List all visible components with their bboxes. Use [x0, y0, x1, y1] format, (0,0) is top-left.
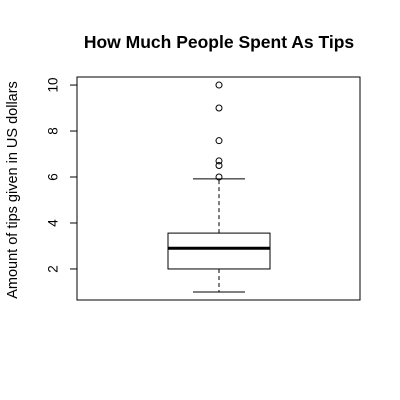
y-tick-label-4: 4	[46, 219, 61, 227]
outlier-point	[215, 162, 223, 170]
outlier-points	[215, 81, 223, 181]
outlier-point	[215, 173, 223, 181]
y-axis-label: Amount of tips given in US dollars	[5, 81, 21, 299]
iqr-box	[167, 232, 271, 270]
y-tick-label-10: 10	[46, 78, 61, 93]
outlier-point	[215, 81, 223, 89]
outlier-point	[215, 137, 223, 145]
y-tick-label-2: 2	[46, 265, 61, 273]
y-axis: 2 4 6 8 10	[46, 78, 78, 273]
y-tick-label-6: 6	[46, 173, 61, 181]
y-tick-label-8: 8	[46, 127, 61, 135]
chart-title: How Much People Spent As Tips	[84, 32, 355, 52]
outlier-point	[215, 104, 223, 112]
outlier-point	[215, 157, 223, 165]
box-plot	[167, 178, 271, 293]
